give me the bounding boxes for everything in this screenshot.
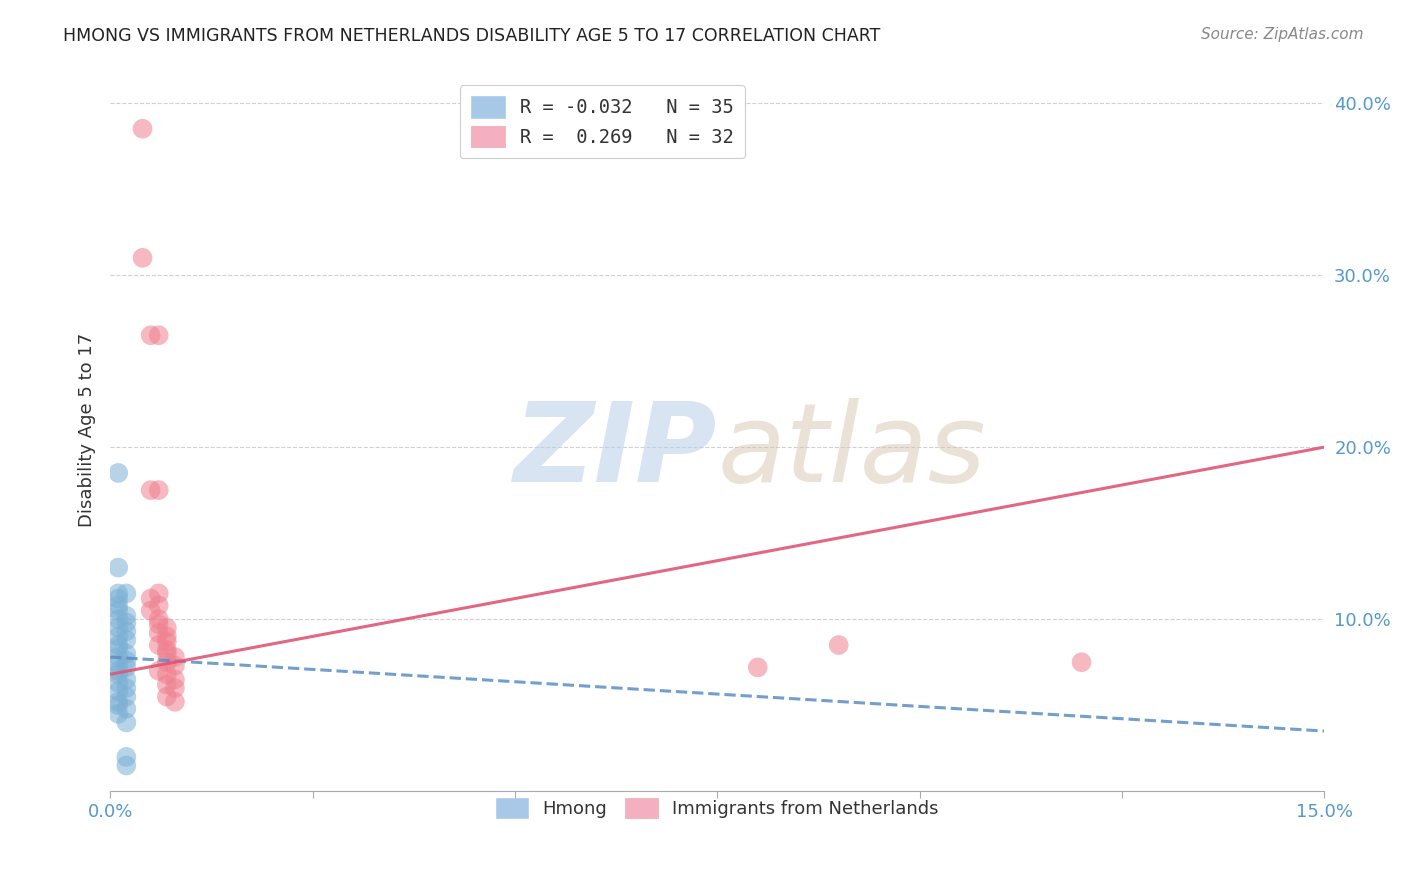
- Point: [107, 650, 129, 665]
- Point: [107, 684, 129, 698]
- Point: [139, 328, 162, 343]
- Point: [107, 706, 129, 721]
- Point: [107, 667, 129, 681]
- Point: [107, 604, 129, 618]
- Point: [115, 586, 138, 600]
- Point: [131, 251, 153, 265]
- Point: [115, 624, 138, 639]
- Point: [115, 660, 138, 674]
- Point: [115, 632, 138, 647]
- Point: [107, 599, 129, 613]
- Point: [163, 650, 186, 665]
- Point: [139, 591, 162, 606]
- Y-axis label: Disability Age 5 to 17: Disability Age 5 to 17: [79, 333, 96, 527]
- Point: [156, 621, 179, 635]
- Point: [163, 658, 186, 673]
- Point: [163, 673, 186, 687]
- Point: [156, 677, 179, 691]
- Point: [115, 690, 138, 704]
- Point: [107, 676, 129, 690]
- Point: [148, 626, 170, 640]
- Point: [156, 690, 179, 704]
- Text: ZIP: ZIP: [513, 398, 717, 505]
- Legend: Hmong, Immigrants from Netherlands: Hmong, Immigrants from Netherlands: [488, 790, 946, 826]
- Point: [115, 681, 138, 695]
- Point: [148, 328, 170, 343]
- Text: HMONG VS IMMIGRANTS FROM NETHERLANDS DISABILITY AGE 5 TO 17 CORRELATION CHART: HMONG VS IMMIGRANTS FROM NETHERLANDS DIS…: [63, 27, 880, 45]
- Point: [828, 638, 851, 652]
- Point: [156, 634, 179, 648]
- Point: [1070, 655, 1092, 669]
- Point: [107, 695, 129, 709]
- Point: [107, 629, 129, 643]
- Point: [115, 653, 138, 667]
- Point: [107, 612, 129, 626]
- Point: [115, 750, 138, 764]
- Point: [148, 612, 170, 626]
- Point: [107, 586, 129, 600]
- Point: [115, 702, 138, 716]
- Point: [131, 121, 153, 136]
- Point: [148, 483, 170, 497]
- Point: [107, 657, 129, 671]
- Text: Source: ZipAtlas.com: Source: ZipAtlas.com: [1201, 27, 1364, 42]
- Point: [107, 466, 129, 480]
- Point: [156, 647, 179, 661]
- Point: [107, 591, 129, 606]
- Point: [107, 698, 129, 713]
- Point: [148, 638, 170, 652]
- Point: [148, 599, 170, 613]
- Point: [148, 586, 170, 600]
- Point: [107, 560, 129, 574]
- Point: [139, 604, 162, 618]
- Point: [148, 664, 170, 678]
- Point: [115, 758, 138, 772]
- Point: [115, 647, 138, 661]
- Point: [107, 621, 129, 635]
- Point: [115, 673, 138, 687]
- Point: [107, 664, 129, 678]
- Point: [747, 660, 769, 674]
- Point: [163, 681, 186, 695]
- Point: [163, 695, 186, 709]
- Point: [156, 667, 179, 681]
- Point: [115, 615, 138, 630]
- Point: [107, 638, 129, 652]
- Point: [156, 655, 179, 669]
- Point: [148, 617, 170, 632]
- Point: [107, 641, 129, 656]
- Point: [115, 608, 138, 623]
- Text: atlas: atlas: [717, 398, 986, 505]
- Point: [139, 483, 162, 497]
- Point: [156, 643, 179, 657]
- Point: [115, 715, 138, 730]
- Point: [156, 629, 179, 643]
